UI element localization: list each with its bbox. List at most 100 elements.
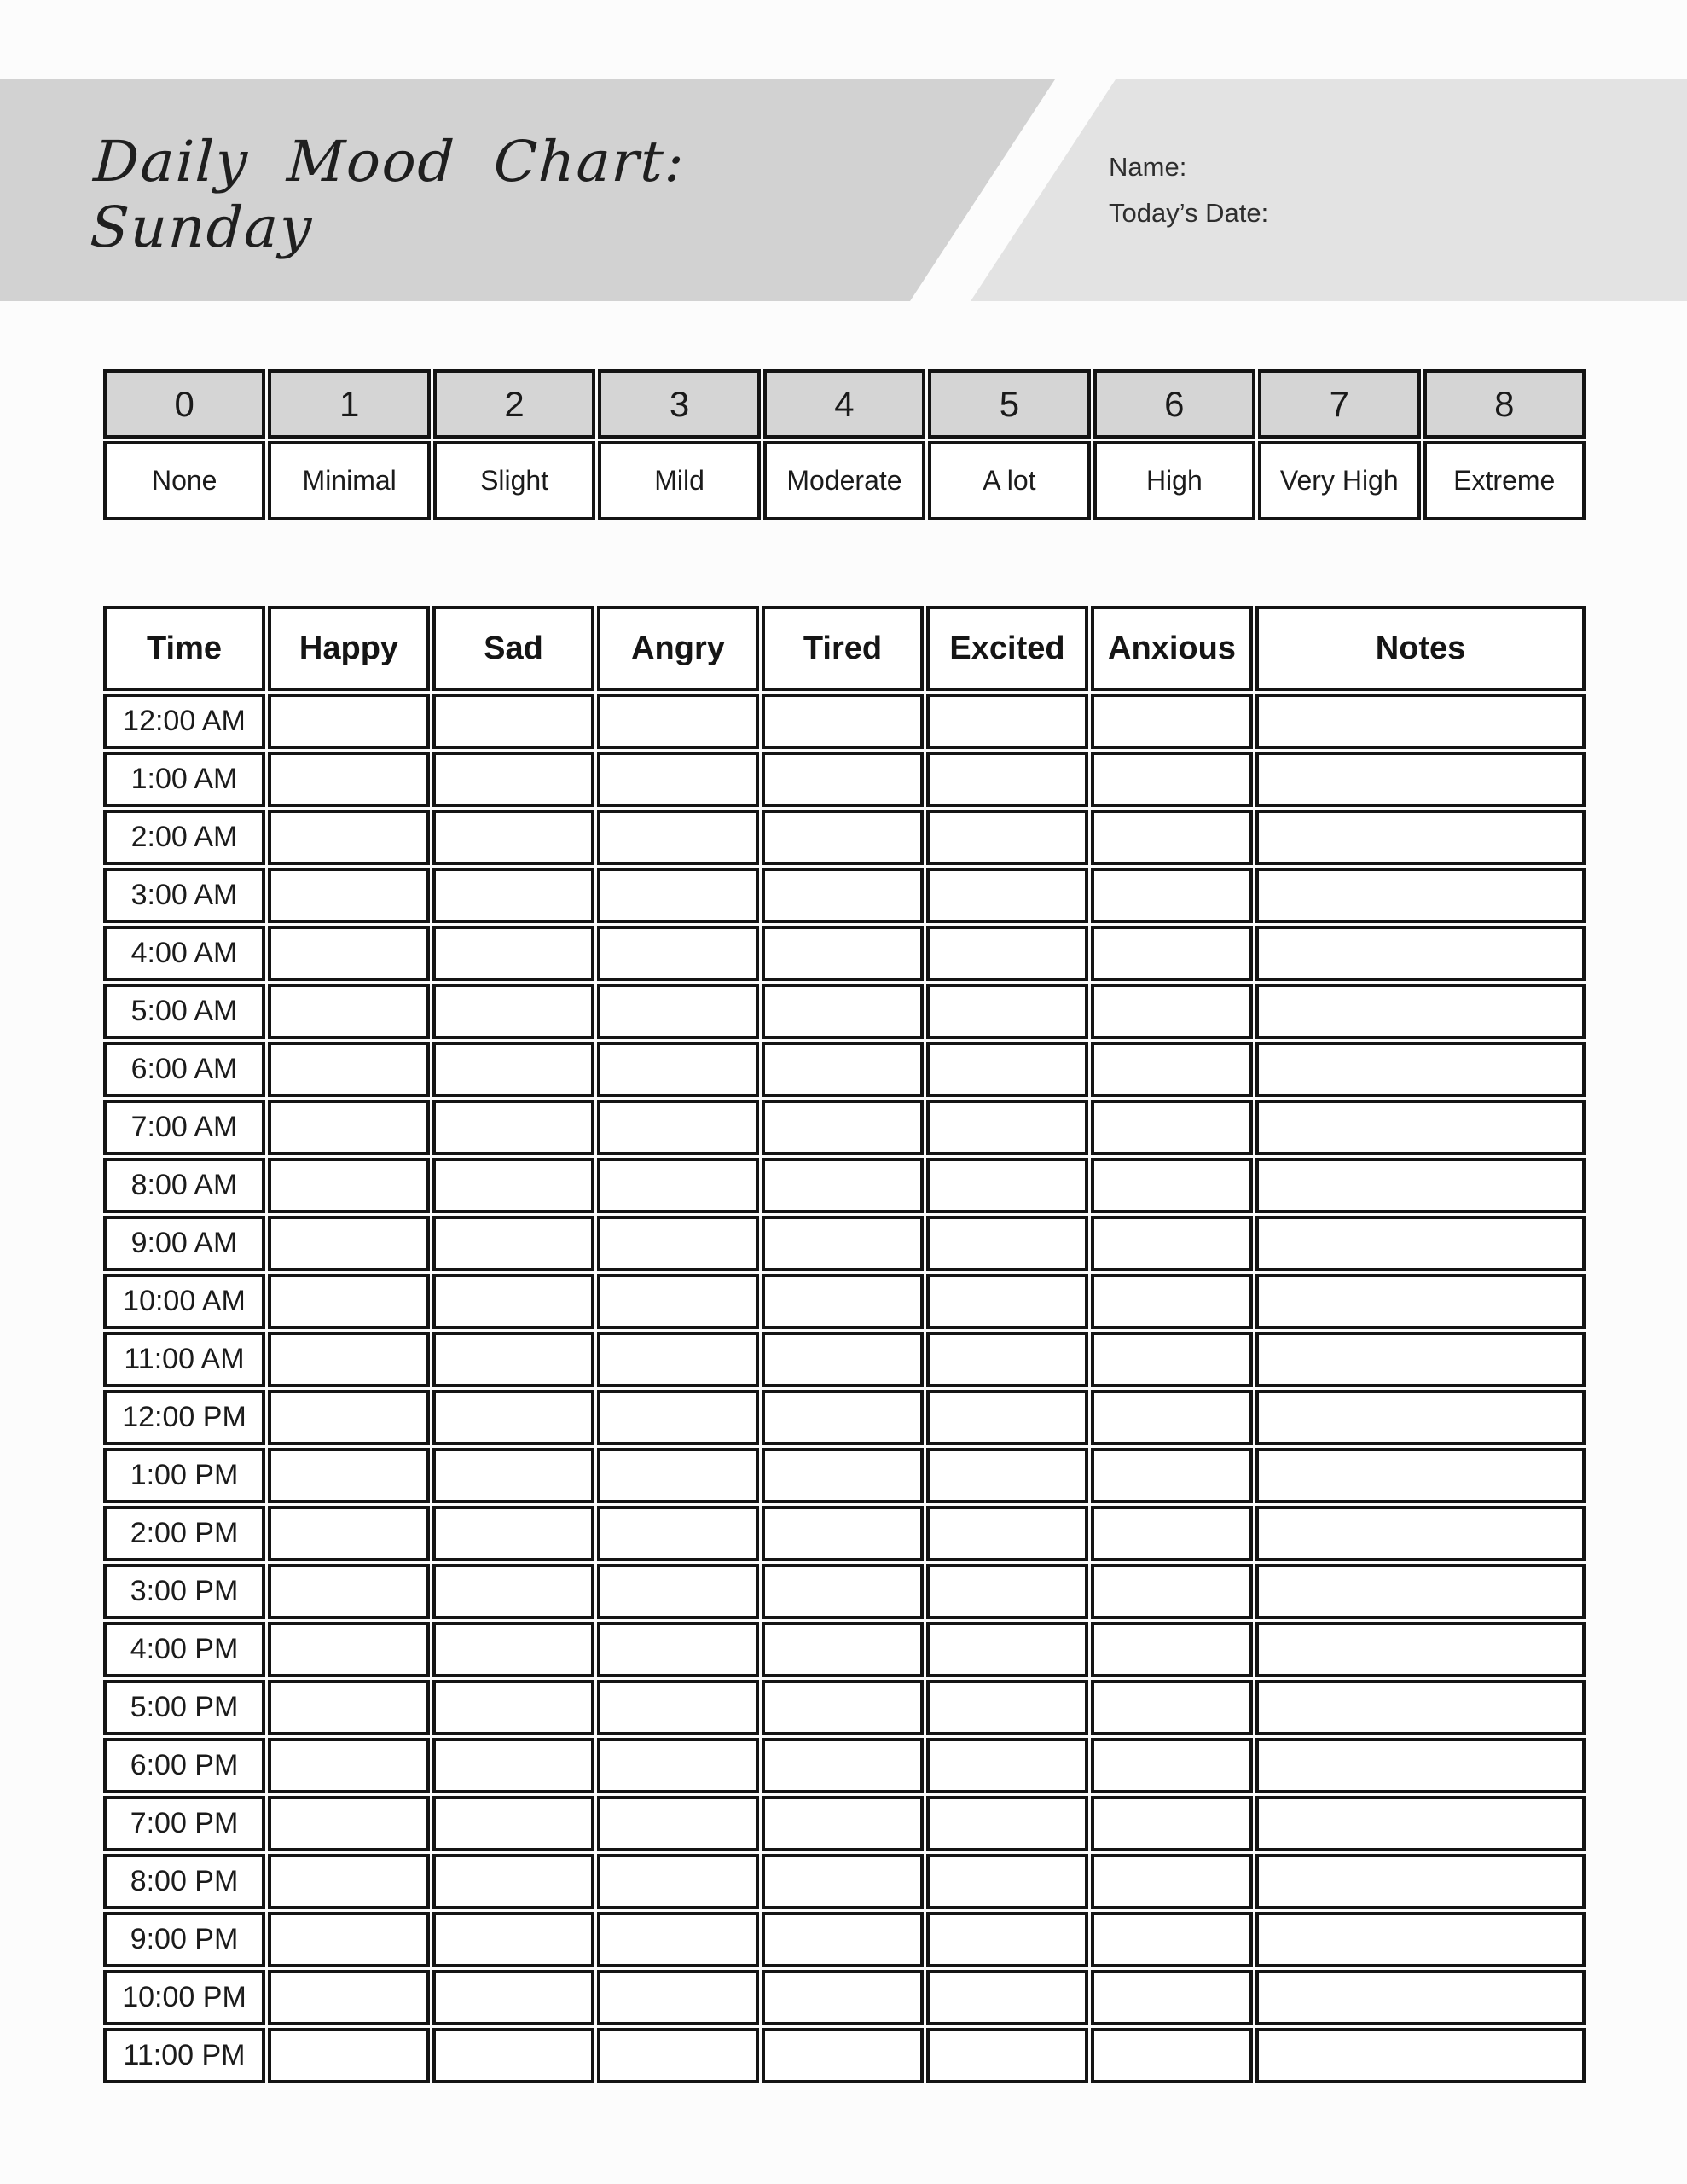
scale-label-cell: Very High	[1258, 441, 1421, 520]
sad-entry-cell	[432, 926, 594, 981]
excited-entry-cell	[926, 1622, 1088, 1677]
time-cell: 7:00 AM	[103, 1100, 265, 1155]
notes-entry-cell	[1255, 1680, 1586, 1735]
notes-entry-cell	[1255, 1042, 1586, 1097]
tired-entry-cell	[762, 1680, 924, 1735]
excited-entry-cell	[926, 1854, 1088, 1909]
sad-entry-cell	[432, 1506, 594, 1561]
time-row: 1:00 AM	[103, 752, 1586, 807]
sad-entry-cell	[432, 1854, 594, 1909]
time-row: 3:00 PM	[103, 1564, 1586, 1619]
scale-value-cell: 3	[598, 369, 761, 439]
excited-entry-cell	[926, 1912, 1088, 1967]
tired-entry-cell	[762, 810, 924, 865]
notes-entry-cell	[1255, 1390, 1586, 1445]
scale-label-cell: Extreme	[1423, 441, 1586, 520]
time-row: 11:00 PM	[103, 2028, 1586, 2083]
date-field-label: Today’s Date:	[1109, 198, 1269, 228]
happy-entry-cell	[268, 1738, 430, 1793]
anxious-entry-cell	[1091, 1680, 1253, 1735]
notes-entry-cell	[1255, 1100, 1586, 1155]
tired-entry-cell	[762, 752, 924, 807]
scale-label-cell: None	[103, 441, 266, 520]
angry-entry-cell	[597, 1622, 759, 1677]
happy-entry-cell	[268, 984, 430, 1039]
scale-labels-row: None Minimal Slight Mild Moderate A lot High Ve…	[103, 441, 1586, 520]
time-row: 8:00 AM	[103, 1158, 1586, 1213]
notes-entry-cell	[1255, 1506, 1586, 1561]
time-cell: 12:00 PM	[103, 1390, 265, 1445]
time-row: 3:00 AM	[103, 868, 1586, 923]
excited-entry-cell	[926, 1216, 1088, 1271]
time-row: 2:00 AM	[103, 810, 1586, 865]
excited-entry-cell	[926, 752, 1088, 807]
anxious-entry-cell	[1091, 1622, 1253, 1677]
notes-entry-cell	[1255, 694, 1586, 749]
excited-entry-cell	[926, 1506, 1088, 1561]
time-cell: 9:00 AM	[103, 1216, 265, 1271]
scale-label-cell: A lot	[928, 441, 1091, 520]
mood-table-header-row: Time Happy Sad Angry Tired Excited Anxious Note…	[103, 606, 1586, 691]
notes-entry-cell	[1255, 984, 1586, 1039]
time-cell: 11:00 AM	[103, 1332, 265, 1387]
notes-entry-cell	[1255, 926, 1586, 981]
anxious-entry-cell	[1091, 2028, 1253, 2083]
excited-entry-cell	[926, 1390, 1088, 1445]
time-row: 9:00 PM	[103, 1912, 1586, 1967]
tired-entry-cell	[762, 1564, 924, 1619]
time-row: 4:00 AM	[103, 926, 1586, 981]
excited-entry-cell	[926, 2028, 1088, 2083]
excited-entry-cell	[926, 1274, 1088, 1329]
tired-entry-cell	[762, 1448, 924, 1503]
sad-entry-cell	[432, 2028, 594, 2083]
happy-entry-cell	[268, 810, 430, 865]
time-cell: 3:00 PM	[103, 1564, 265, 1619]
tired-entry-cell	[762, 1970, 924, 2025]
sad-entry-cell	[432, 1274, 594, 1329]
excited-entry-cell	[926, 1680, 1088, 1735]
tired-entry-cell	[762, 868, 924, 923]
happy-entry-cell	[268, 1680, 430, 1735]
time-row: 10:00 AM	[103, 1274, 1586, 1329]
anxious-entry-cell	[1091, 1390, 1253, 1445]
happy-entry-cell	[268, 1216, 430, 1271]
scale-value-cell: 6	[1093, 369, 1256, 439]
notes-entry-cell	[1255, 868, 1586, 923]
sad-entry-cell	[432, 1216, 594, 1271]
sad-entry-cell	[432, 1564, 594, 1619]
notes-entry-cell	[1255, 1158, 1586, 1213]
angry-entry-cell	[597, 1042, 759, 1097]
sad-entry-cell	[432, 1332, 594, 1387]
anxious-entry-cell	[1091, 984, 1253, 1039]
sad-entry-cell	[432, 1622, 594, 1677]
column-header-excited: Excited	[926, 606, 1088, 691]
excited-entry-cell	[926, 868, 1088, 923]
column-header-time: Time	[103, 606, 265, 691]
happy-entry-cell	[268, 1274, 430, 1329]
excited-entry-cell	[926, 1158, 1088, 1213]
notes-entry-cell	[1255, 2028, 1586, 2083]
angry-entry-cell	[597, 752, 759, 807]
angry-entry-cell	[597, 1970, 759, 2025]
anxious-entry-cell	[1091, 694, 1253, 749]
time-row: 9:00 AM	[103, 1216, 1586, 1271]
anxious-entry-cell	[1091, 1912, 1253, 1967]
happy-entry-cell	[268, 1042, 430, 1097]
column-header-tired: Tired	[762, 606, 924, 691]
happy-entry-cell	[268, 926, 430, 981]
notes-entry-cell	[1255, 1332, 1586, 1387]
tired-entry-cell	[762, 1158, 924, 1213]
time-row: 1:00 PM	[103, 1448, 1586, 1503]
excited-entry-cell	[926, 1448, 1088, 1503]
scale-value-cell: 4	[762, 369, 926, 439]
sad-entry-cell	[432, 1680, 594, 1735]
anxious-entry-cell	[1091, 868, 1253, 923]
excited-entry-cell	[926, 926, 1088, 981]
sad-entry-cell	[432, 1390, 594, 1445]
excited-entry-cell	[926, 1100, 1088, 1155]
time-row: 10:00 PM	[103, 1970, 1586, 2025]
scale-label-cell: Minimal	[268, 441, 431, 520]
angry-entry-cell	[597, 1158, 759, 1213]
angry-entry-cell	[597, 1390, 759, 1445]
